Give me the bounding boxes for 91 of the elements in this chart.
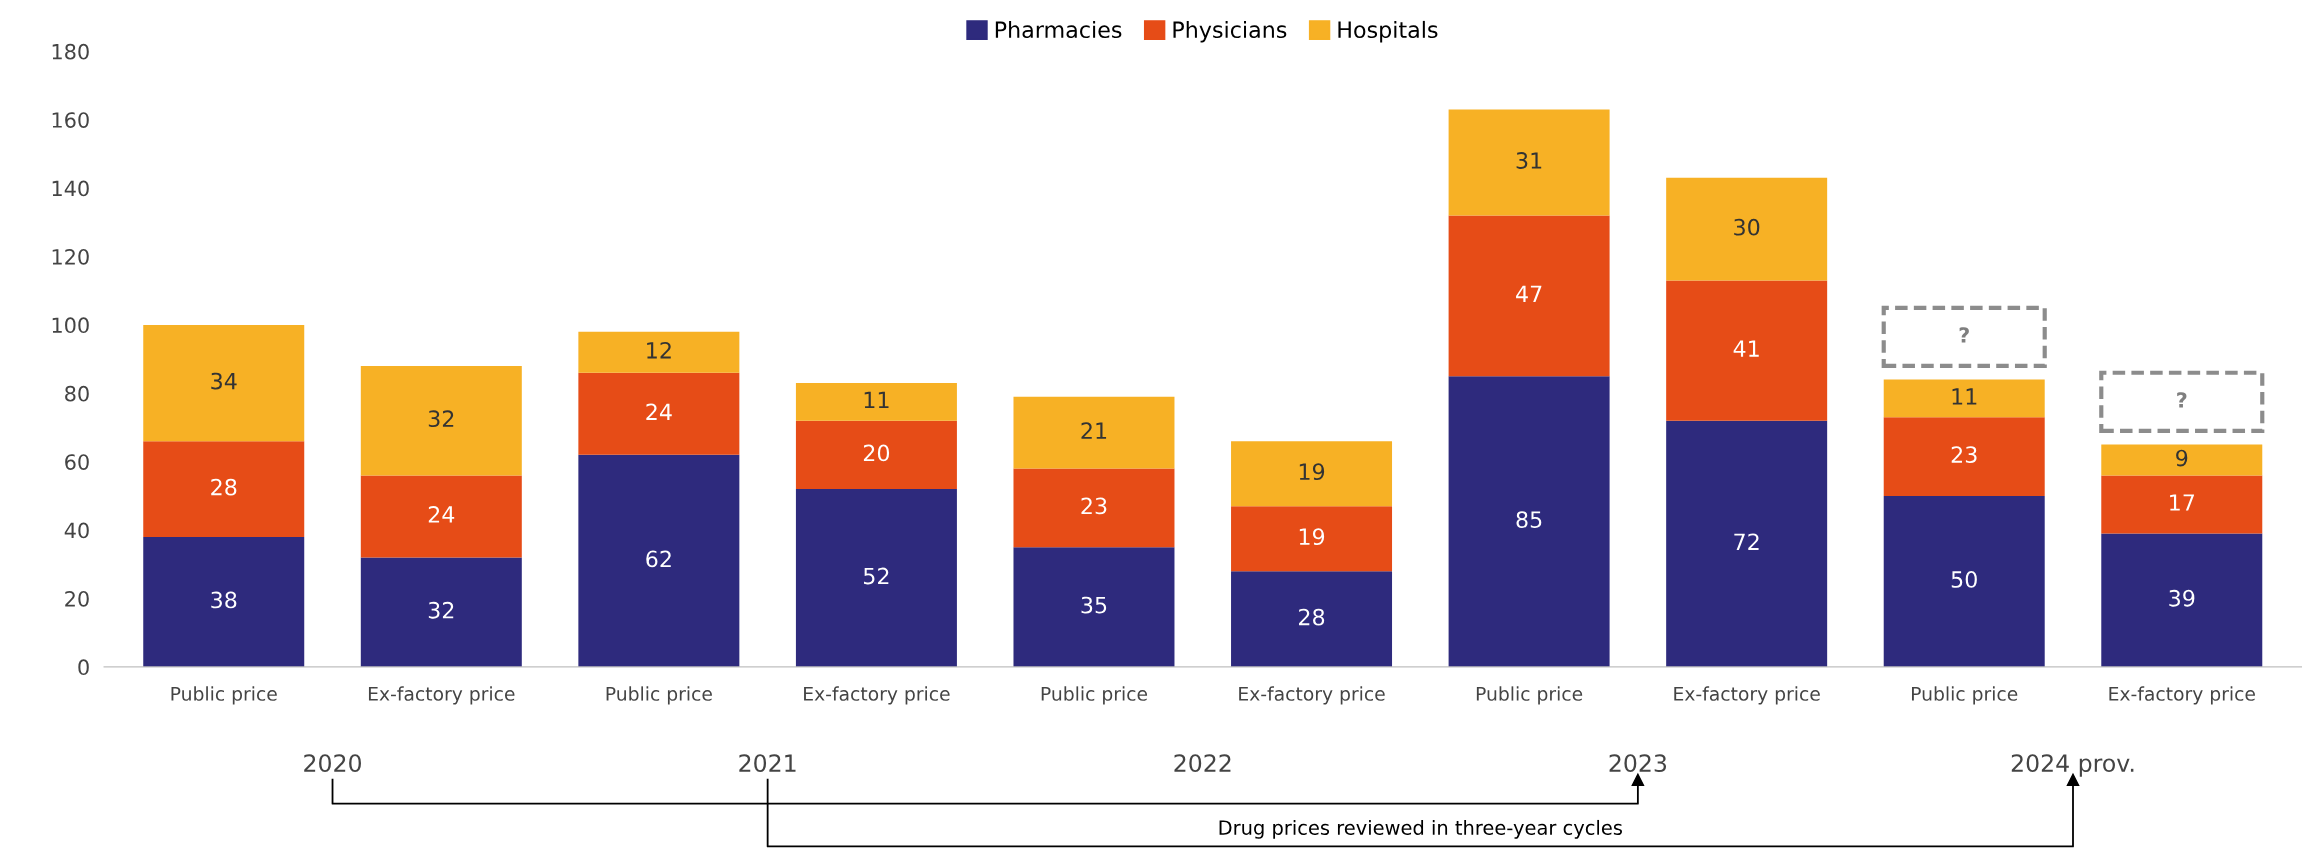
bar	[143, 441, 305, 537]
data-label: 47	[1516, 285, 1542, 302]
bar	[578, 372, 740, 455]
data-label: 11	[864, 391, 889, 408]
x-tick-label: Public price	[1041, 686, 1148, 705]
data-label: 34	[211, 372, 237, 390]
data-label: 30	[1734, 218, 1760, 236]
data-label: 32	[428, 601, 454, 619]
bar	[143, 536, 305, 667]
bar	[1666, 280, 1828, 421]
bar	[143, 324, 305, 442]
data-label: 39	[2169, 589, 2195, 607]
x-tick-label: Ex-factory price	[1239, 686, 1385, 705]
y-tick-label: 60	[65, 454, 89, 470]
x-tick-label: Ex-factory price	[1674, 686, 1820, 705]
bar	[1666, 420, 1828, 667]
legend-label: Physicians	[1173, 20, 1287, 43]
annotation: ?	[2177, 392, 2187, 408]
data-label: 11	[1952, 388, 1977, 405]
x-tick-label: Public price	[1912, 686, 2018, 705]
x-tick-label: Ex-factory price	[368, 686, 515, 705]
y-tick-label: 120	[52, 248, 89, 265]
x-tick-label: Public price	[1476, 686, 1583, 705]
bar	[2101, 533, 2263, 667]
x-tick-label: Ex-factory price	[2109, 686, 2255, 705]
data-label: 19	[1299, 463, 1325, 481]
bar	[578, 331, 740, 373]
bar	[1013, 396, 1175, 469]
bar	[1883, 417, 2045, 496]
bar	[360, 365, 522, 476]
bar	[1231, 506, 1393, 572]
text: 2023	[1609, 754, 1667, 773]
data-label: 20	[863, 444, 890, 462]
text: 2020	[304, 754, 361, 773]
text: 2022	[1174, 754, 1231, 773]
data-label: 50	[1951, 571, 1977, 588]
data-label: 9	[2176, 449, 2188, 467]
bar	[1013, 547, 1175, 667]
text: 2021	[739, 754, 796, 773]
x-tick-label: Ex-factory price	[804, 686, 950, 705]
bar	[1883, 495, 2045, 667]
data-label: 52	[864, 567, 889, 585]
y-tick-label: 180	[52, 43, 89, 60]
bar	[2101, 444, 2263, 476]
bar	[1448, 109, 1610, 216]
data-label: 38	[211, 591, 237, 609]
x-tick-label: Public price	[171, 686, 277, 705]
y-tick-label: 140	[52, 180, 89, 197]
data-label: 21	[1081, 422, 1107, 439]
data-label: 41	[1733, 340, 1759, 357]
y-tick-label: 160	[52, 112, 89, 128]
bar	[1448, 376, 1610, 667]
bar	[795, 489, 957, 667]
data-label: 32	[428, 410, 454, 428]
text: Drug prices reviewed in three-year cycles	[1219, 819, 1622, 839]
data-label: 35	[1081, 596, 1107, 614]
bar	[1448, 215, 1610, 377]
data-label: 12	[647, 341, 671, 359]
y-tick-label: 0	[78, 659, 89, 676]
y-tick-label: 80	[65, 385, 89, 402]
bar	[795, 383, 957, 421]
data-label: 72	[1734, 533, 1759, 550]
data-label: 23	[1081, 497, 1107, 515]
bar	[1883, 379, 2045, 418]
bar	[1231, 571, 1393, 667]
bar	[2101, 475, 2263, 534]
data-label: 19	[1299, 528, 1325, 546]
bar	[1231, 441, 1393, 507]
y-tick-label: 100	[52, 317, 89, 334]
y-tick-label: 40	[64, 522, 89, 539]
legend-label: Hospitals	[1338, 20, 1438, 43]
annotation: ?	[1959, 327, 1969, 343]
data-label: 28	[211, 478, 237, 496]
data-label: 23	[1951, 446, 1977, 464]
data-label: 28	[1299, 608, 1325, 626]
text: 2024 prov.	[2011, 754, 2134, 777]
data-label: 85	[1516, 511, 1542, 528]
bar	[360, 557, 522, 667]
legend-label: Pharmacies	[995, 20, 1122, 39]
bar	[360, 475, 522, 558]
data-label: 24	[428, 506, 455, 523]
bar	[1013, 468, 1175, 548]
bar	[1666, 177, 1828, 281]
data-label: 17	[2170, 494, 2195, 511]
x-tick-label: Public price	[606, 686, 712, 705]
data-label: 24	[646, 403, 672, 420]
data-label: 62	[646, 550, 671, 568]
bar	[578, 454, 740, 667]
y-tick-label: 20	[65, 590, 89, 607]
data-label: 31	[1516, 152, 1542, 169]
bar	[795, 420, 957, 490]
